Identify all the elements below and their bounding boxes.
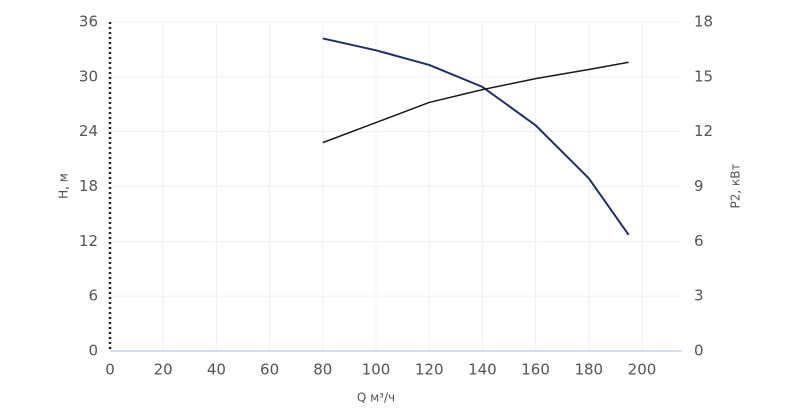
x-tick-label: 40 bbox=[207, 361, 226, 379]
y2-tick-label: 9 bbox=[694, 177, 704, 195]
series-line bbox=[322, 61, 629, 144]
x-tick-label: 140 bbox=[468, 361, 497, 379]
y-tick-label: 0 bbox=[88, 342, 98, 360]
y2-axis-label: P2, кВт bbox=[729, 164, 743, 209]
y-tick-label: 18 bbox=[79, 177, 98, 195]
x-tick-label: 0 bbox=[105, 361, 115, 379]
y2-tick-label: 3 bbox=[694, 287, 704, 305]
x-tick-label: 120 bbox=[415, 361, 444, 379]
y2-tick-label: 6 bbox=[694, 232, 704, 250]
y-tick-label: 12 bbox=[79, 232, 98, 250]
x-tick-label: 80 bbox=[313, 361, 332, 379]
y-tick-label: 24 bbox=[79, 122, 98, 140]
y-tick-label: 6 bbox=[88, 287, 98, 305]
x-tick-label: 100 bbox=[362, 361, 391, 379]
x-tick-label: 20 bbox=[154, 361, 173, 379]
x-tick-label: 200 bbox=[628, 361, 657, 379]
x-tick-label: 160 bbox=[521, 361, 550, 379]
y-axis-label: H, м bbox=[57, 173, 71, 199]
y2-tick-label: 18 bbox=[694, 13, 713, 31]
x-axis-label: Q м³/ч bbox=[357, 391, 395, 405]
y2-tick-label: 15 bbox=[694, 67, 713, 85]
y-tick-label: 36 bbox=[79, 13, 98, 31]
y2-tick-label: 0 bbox=[694, 342, 704, 360]
x-tick-label: 180 bbox=[574, 361, 603, 379]
y2-tick-label: 12 bbox=[694, 122, 713, 140]
series-line bbox=[322, 37, 630, 236]
x-tick-label: 60 bbox=[260, 361, 279, 379]
y-tick-label: 30 bbox=[79, 67, 98, 85]
